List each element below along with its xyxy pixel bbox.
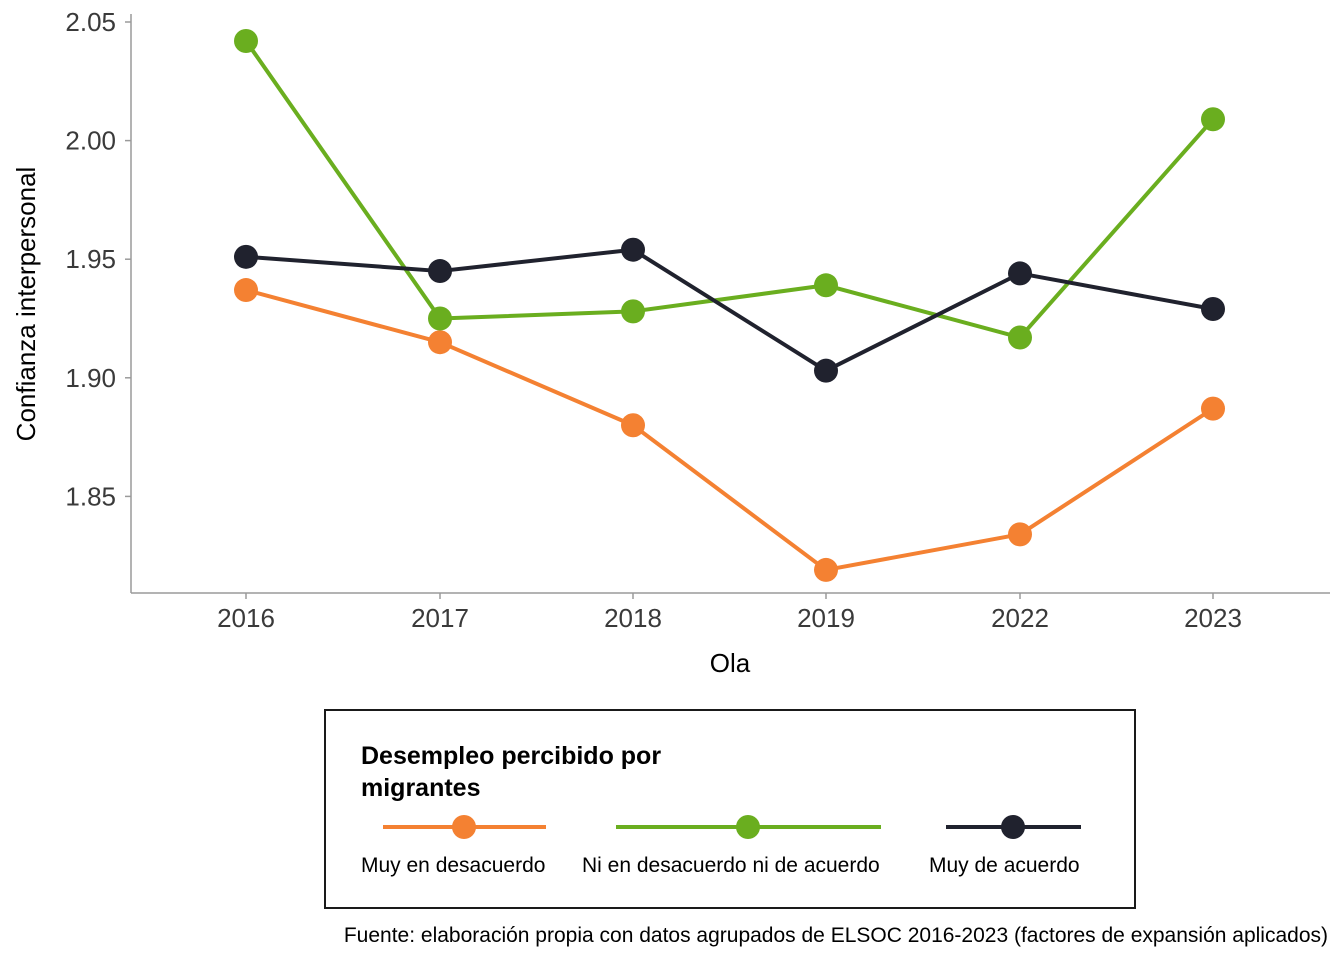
series-1-point (234, 28, 258, 53)
legend-key-point (736, 815, 760, 839)
series-0-point (621, 413, 645, 438)
series-line-1 (244, 39, 1215, 340)
series-1-point (814, 273, 838, 298)
y-axis-title: Confianza interpersonal (11, 167, 41, 442)
series-2-point (814, 358, 838, 383)
series-2-point (1008, 261, 1032, 286)
series-line-2 (245, 247, 1214, 373)
legend-label: Muy en desacuerdo (361, 854, 545, 877)
series-line-0 (245, 288, 1215, 572)
y-tick-label: 1.90 (65, 363, 116, 393)
legend-label: Muy de acuerdo (929, 854, 1080, 877)
x-tick-label: 2016 (217, 603, 275, 633)
series-2-point (234, 244, 258, 269)
series-1-point (1201, 107, 1225, 132)
legend-key-point (452, 815, 476, 839)
series-layer (234, 28, 1225, 582)
x-tick-label: 2022 (991, 603, 1049, 633)
y-ticks: 1.85 1.90 1.95 2.00 2.05 (65, 7, 131, 511)
series-0-point (1008, 522, 1032, 547)
caption: Fuente: elaboración propia con datos agr… (344, 924, 1328, 947)
series-2-point (428, 259, 452, 284)
series-0-point (428, 330, 452, 355)
series-2-point (1201, 297, 1225, 322)
legend-box (324, 709, 1136, 909)
legend-title-line-1: Desempleo percibido por (361, 742, 661, 770)
series-0-point (814, 557, 838, 582)
legend-key-point (1001, 815, 1025, 839)
x-tick-label: 2023 (1184, 603, 1242, 633)
legend-items: Muy en desacuerdo Ni en desacuerdo ni de … (361, 815, 1081, 877)
y-tick-label: 1.85 (65, 481, 116, 511)
x-ticks: 2016 2017 2018 2019 2022 2023 (217, 593, 1242, 633)
legend: Desempleo percibido por migrantes Muy en… (324, 709, 1136, 909)
x-tick-label: 2018 (604, 603, 662, 633)
legend-label: Ni en desacuerdo ni de acuerdo (582, 854, 880, 877)
x-axis-title: Ola (710, 648, 751, 678)
series-2-point (621, 237, 645, 262)
y-tick-label: 2.00 (65, 126, 116, 156)
y-tick-label: 1.95 (65, 244, 116, 274)
x-tick-label: 2017 (411, 603, 469, 633)
series-0-point (234, 278, 258, 303)
series-1-point (1008, 325, 1032, 350)
series-1-point (621, 299, 645, 324)
series-1-point (428, 306, 452, 331)
series-0-point (1201, 396, 1225, 421)
legend-title-line-2: migrantes (361, 774, 480, 802)
y-tick-label: 2.05 (65, 7, 116, 37)
x-tick-label: 2019 (797, 603, 855, 633)
